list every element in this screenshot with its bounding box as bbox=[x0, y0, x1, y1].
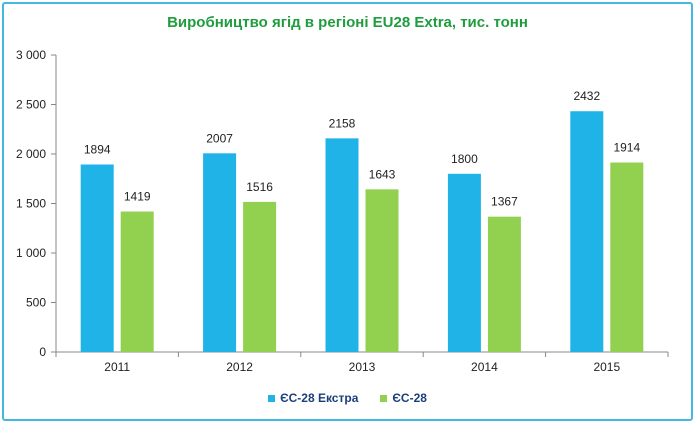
y-tick-label: 1 500 bbox=[16, 197, 46, 211]
data-label: 1800 bbox=[451, 152, 478, 166]
legend-label: ЄС-28 Екстра bbox=[280, 391, 359, 405]
data-label: 1367 bbox=[491, 195, 518, 209]
legend-item-series-1: ЄС-28 Екстра bbox=[268, 391, 358, 405]
x-tick-label: 2012 bbox=[226, 360, 253, 374]
legend-label: ЄС-28 bbox=[392, 391, 427, 405]
bar bbox=[243, 201, 277, 352]
x-tick-label: 2014 bbox=[471, 360, 498, 374]
bar bbox=[120, 211, 154, 352]
bar bbox=[365, 189, 399, 352]
bar bbox=[447, 173, 481, 352]
bar bbox=[203, 153, 237, 352]
legend-swatch bbox=[268, 394, 276, 402]
data-label: 1914 bbox=[613, 141, 640, 155]
bar bbox=[325, 138, 359, 352]
bar bbox=[487, 216, 521, 352]
bars: 1894 1419 2007 1516 2158 1643 1800 1367 2432 1914 bbox=[80, 89, 644, 353]
y-tick-label: 2 500 bbox=[16, 98, 46, 112]
y-tick-label: 2 000 bbox=[16, 147, 46, 161]
legend-swatch bbox=[380, 394, 388, 402]
bar bbox=[570, 111, 604, 353]
data-label: 1516 bbox=[246, 180, 273, 194]
x-tick-label: 2015 bbox=[593, 360, 620, 374]
x-tick-label: 2013 bbox=[349, 360, 376, 374]
x-tick-label: 2011 bbox=[104, 360, 130, 374]
legend-item-series-2: ЄС-28 bbox=[380, 391, 427, 405]
data-label: 2007 bbox=[206, 131, 233, 145]
y-axis: 0 500 1 000 1 500 2 000 2 500 3 000 bbox=[16, 48, 57, 359]
data-label: 1894 bbox=[84, 142, 111, 156]
bar bbox=[610, 162, 644, 352]
data-label: 2432 bbox=[573, 89, 600, 103]
y-tick-label: 0 bbox=[39, 345, 46, 359]
legend: ЄС-28 Екстра ЄС-28 bbox=[0, 391, 695, 405]
x-axis: 2011 2012 2013 2014 2015 bbox=[55, 351, 669, 374]
data-label: 1419 bbox=[124, 190, 151, 204]
chart-title: Виробництво ягід в регіоні EU28 Extra, т… bbox=[167, 14, 528, 31]
data-label: 2158 bbox=[329, 116, 356, 130]
y-tick-label: 1 000 bbox=[16, 246, 46, 260]
y-tick-label: 3 000 bbox=[16, 48, 46, 62]
data-label: 1643 bbox=[369, 167, 396, 181]
y-tick-label: 500 bbox=[26, 296, 46, 310]
bar bbox=[80, 164, 114, 352]
